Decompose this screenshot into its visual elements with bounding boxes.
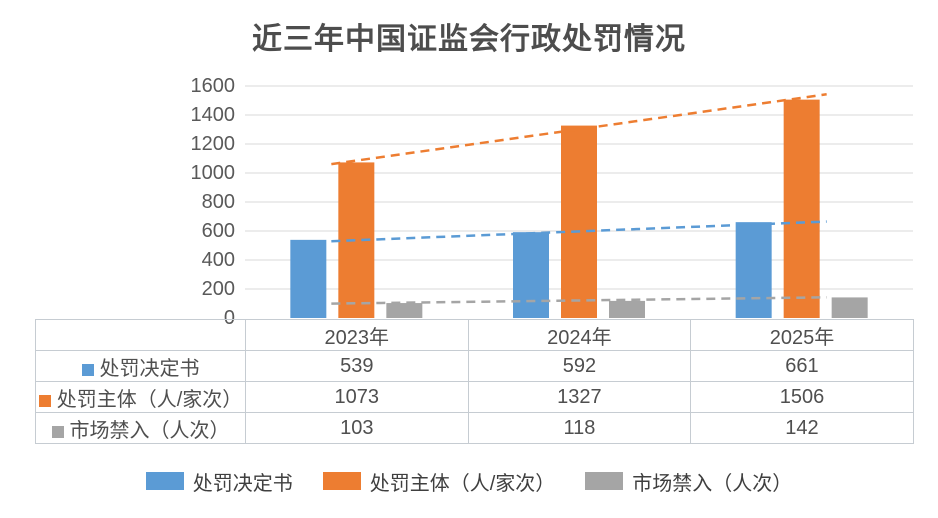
y-tick-label: 0 (223, 307, 235, 329)
chart-title: 近三年中国证监会行政处罚情况 (252, 23, 686, 56)
trendline (331, 220, 827, 243)
bar (609, 300, 645, 318)
table-row: 处罚决定书 539 592 661 (35, 350, 914, 382)
legend-swatch-icon (322, 472, 361, 490)
y-tick-label: 1600 (190, 75, 236, 97)
table-row: 处罚主体（人/家次） 1073 1327 1506 (35, 381, 914, 413)
y-tick-label: 800 (201, 191, 235, 213)
legend-item-market-bans: 市场禁入（人次） (585, 467, 792, 496)
table-cell: 1506 (690, 381, 914, 413)
table-header-row: 2023年 2024年 2025年 (35, 319, 914, 351)
table-cell: 103 (245, 412, 469, 444)
col-header-2025: 2025年 (690, 319, 914, 351)
legend-label: 处罚决定书 (192, 472, 293, 495)
y-tick-label: 200 (201, 278, 235, 300)
table-cell: 592 (467, 350, 692, 382)
table-cell: 661 (690, 350, 914, 382)
col-header-2023: 2023年 (245, 319, 469, 351)
row-label-text: 市场禁入（人次） (69, 419, 230, 442)
chart-legend: 处罚决定书 处罚主体（人/家次） 市场禁入（人次） (0, 460, 938, 502)
legend-swatch-icon (145, 472, 184, 490)
y-tick-label: 1200 (190, 133, 236, 155)
table-cell: 118 (467, 412, 692, 444)
legend-swatch-icon (585, 472, 624, 490)
bar (561, 125, 597, 319)
series-key-icon (51, 425, 64, 438)
table-cell: 1327 (467, 381, 692, 413)
trendline (331, 296, 827, 305)
row-label-text: 处罚决定书 (99, 357, 200, 380)
legend-item-penalty-decisions: 处罚决定书 (145, 467, 293, 496)
row-label-penalty-decisions: 处罚决定书 (35, 350, 246, 382)
row-label-penalized-subjects: 处罚主体（人/家次） (35, 381, 246, 413)
bar (831, 297, 868, 318)
bar (735, 222, 772, 318)
table-cell: 1073 (245, 381, 469, 413)
y-axis-tick-labels: 0 200 400 600 800 1000 1200 1400 1600 (140, 75, 236, 329)
y-tick-label: 1000 (190, 162, 236, 184)
y-tick-label: 1400 (190, 104, 236, 126)
bar (386, 303, 423, 318)
table-cell: 539 (245, 350, 469, 382)
series-key-icon (81, 363, 94, 376)
table-corner-cell (35, 319, 246, 351)
y-tick-label: 600 (201, 220, 235, 242)
legend-item-penalized-subjects: 处罚主体（人/家次） (322, 467, 556, 496)
row-label-text: 处罚主体（人/家次） (56, 388, 243, 411)
bar (783, 99, 820, 318)
bar (290, 239, 327, 318)
table-cell: 142 (690, 412, 914, 444)
col-header-2024: 2024年 (467, 319, 692, 351)
legend-label: 市场禁入（人次） (632, 472, 793, 495)
row-label-market-bans: 市场禁入（人次） (35, 412, 246, 444)
y-tick-label: 400 (201, 249, 235, 271)
bar (513, 232, 549, 318)
series-key-icon (38, 394, 51, 407)
bar-chart-plot (245, 85, 913, 319)
table-row: 市场禁入（人次） 103 118 142 (35, 412, 914, 444)
trendline (331, 93, 827, 166)
legend-label: 处罚主体（人/家次） (369, 472, 556, 495)
data-table: 2023年 2024年 2025年 处罚决定书 539 592 661 处罚主体… (35, 319, 914, 444)
